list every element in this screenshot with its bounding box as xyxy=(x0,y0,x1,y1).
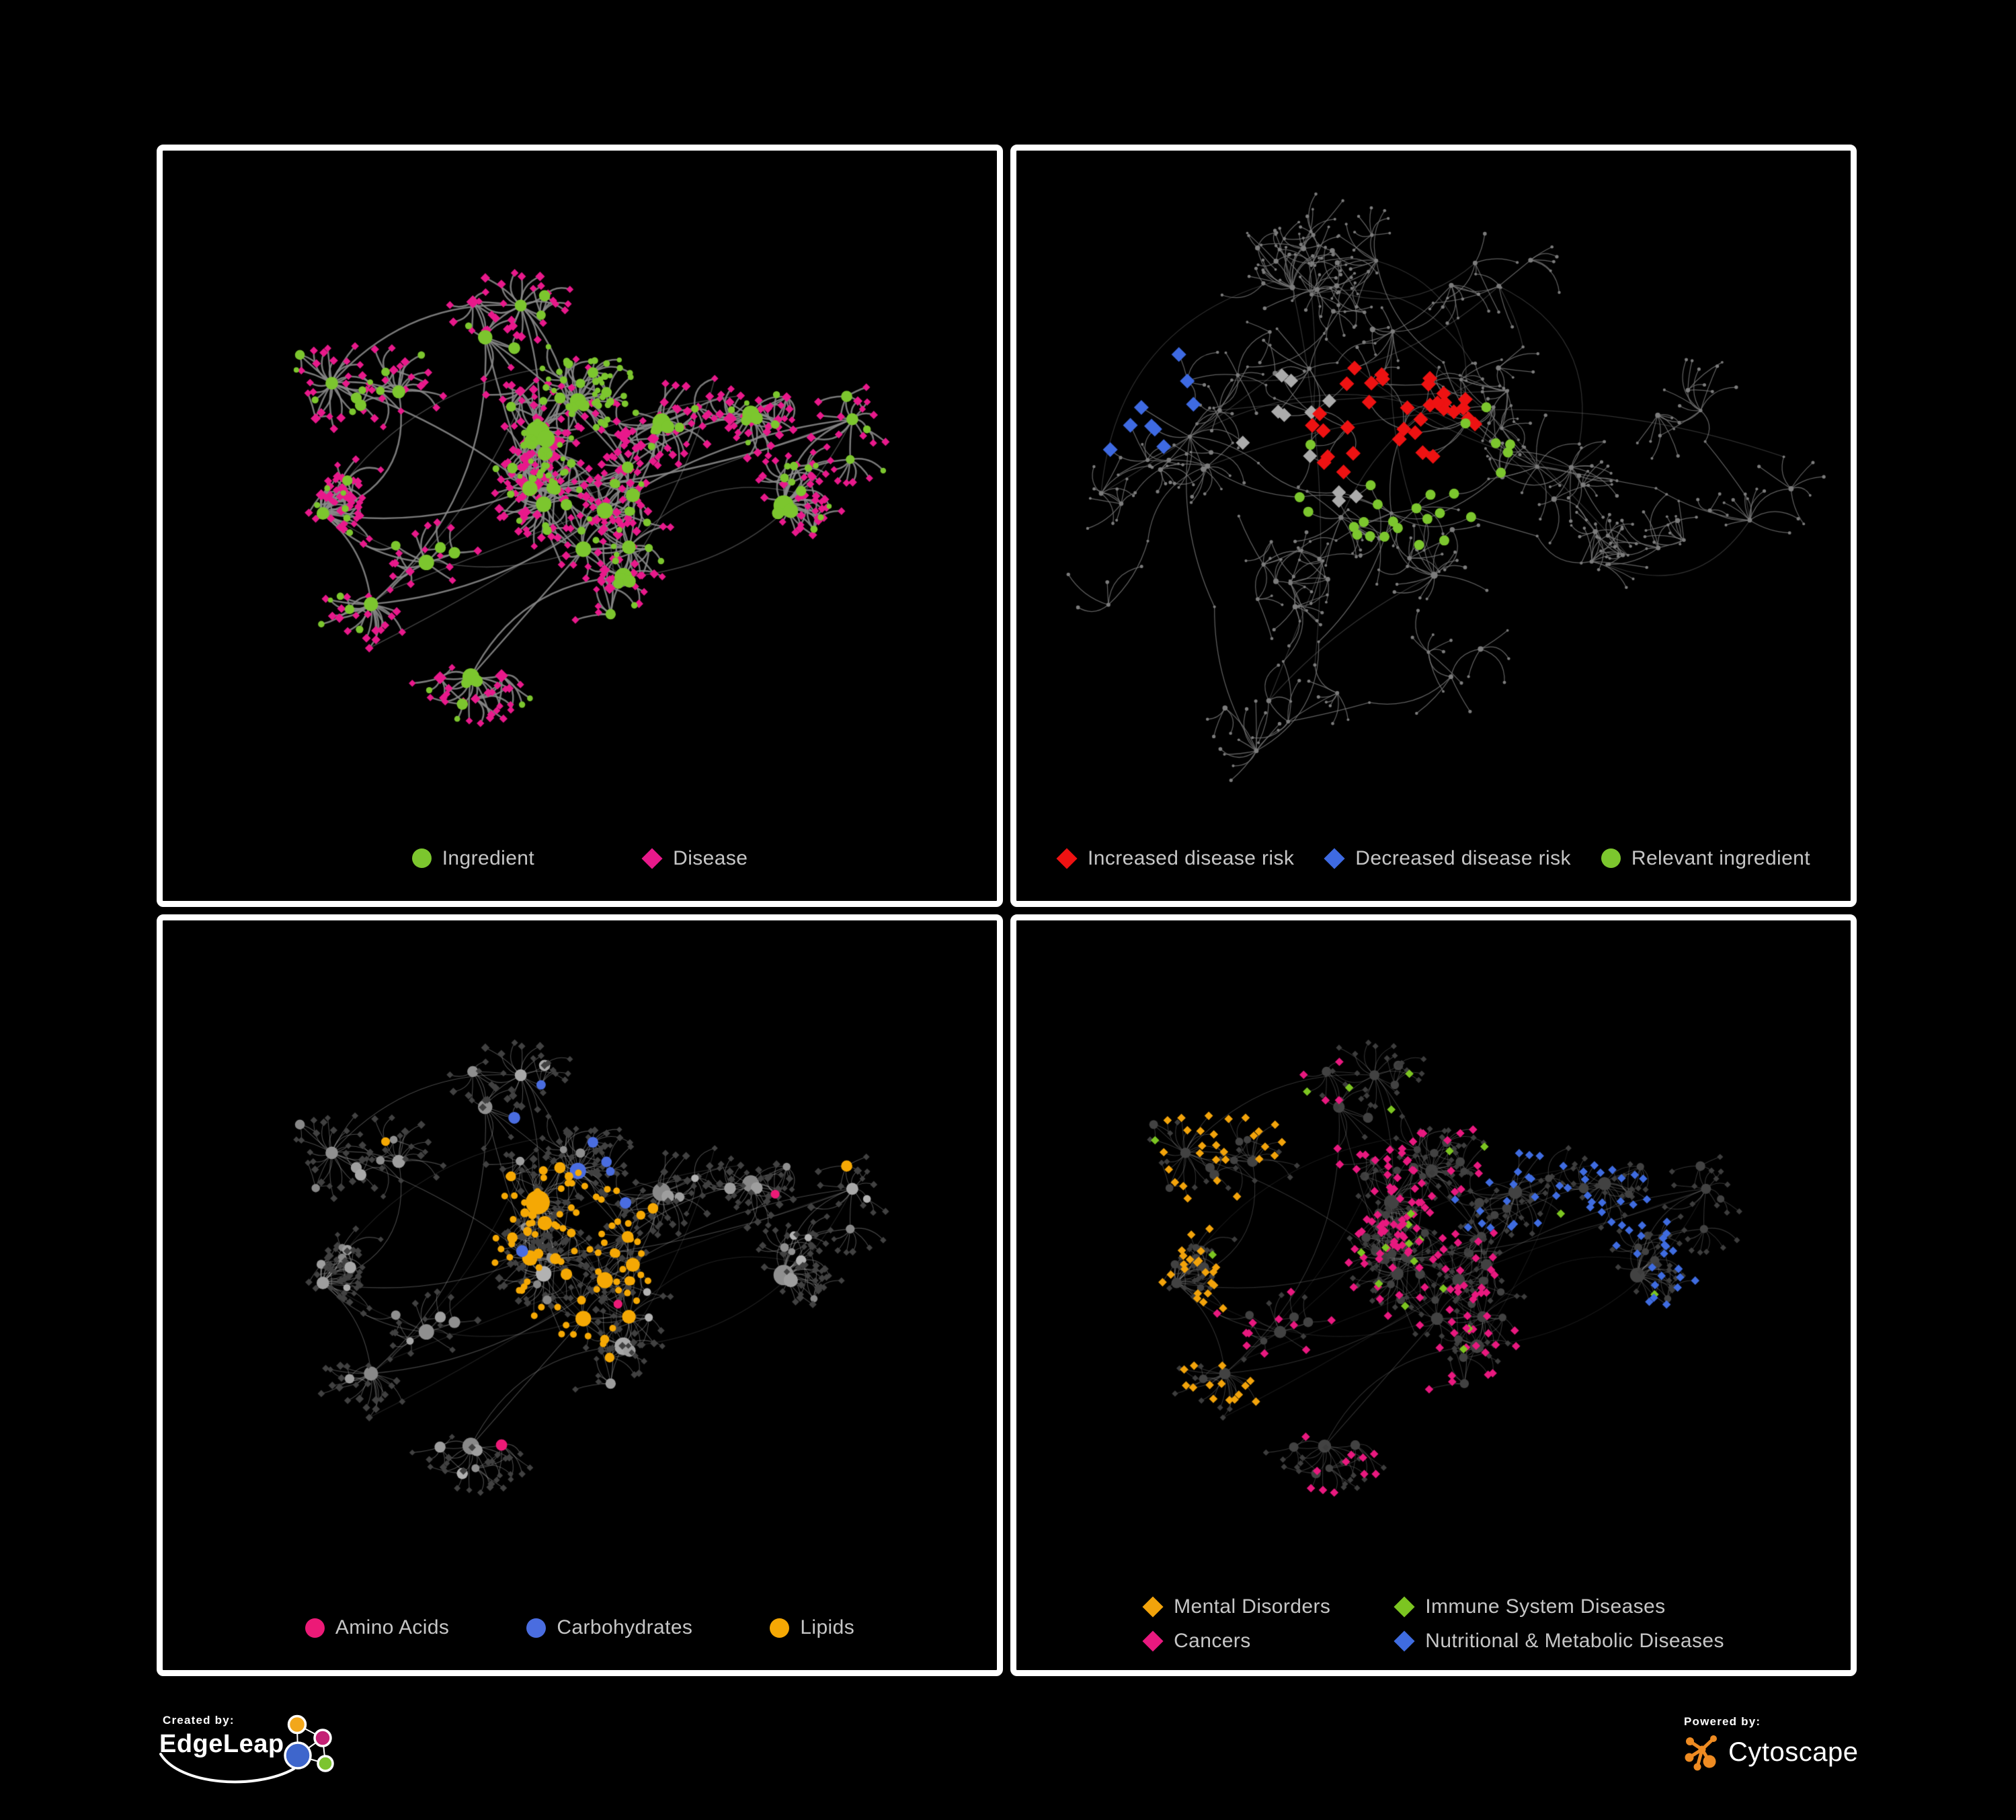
legend-item-disease: Disease xyxy=(641,846,748,870)
legend-label: Mental Disorders xyxy=(1174,1595,1331,1618)
diamond-marker xyxy=(1142,1596,1164,1618)
legend-item-relevant-ingredient: Relevant ingredient xyxy=(1601,847,1810,870)
legend-1: Ingredient Disease xyxy=(163,847,997,870)
diamond-marker xyxy=(1142,1630,1164,1652)
diamond-marker xyxy=(1324,847,1345,869)
edgeleap-node-magenta xyxy=(313,1729,332,1747)
cytoscape-credit: Powered by: Cytoscape xyxy=(1684,1715,1980,1789)
legend-label: Ingredient xyxy=(442,846,535,869)
circle-marker xyxy=(305,1618,325,1638)
circle-marker xyxy=(526,1618,547,1638)
cytoscape-logo xyxy=(1685,1735,1717,1771)
diamond-marker xyxy=(641,847,663,869)
panel-disease-categories: Mental Disorders Immune System Diseases Ca… xyxy=(1010,914,1857,1676)
network-canvas-1 xyxy=(163,151,997,901)
cytoscape-brand: Cytoscape xyxy=(1728,1737,1859,1767)
legend-label: Immune System Diseases xyxy=(1425,1595,1666,1618)
edgeleap-credit: Created by: EdgeLeap xyxy=(159,1714,401,1801)
circle-marker xyxy=(411,848,432,868)
panel-disease-risk: Increased disease risk Decreased disease … xyxy=(1010,145,1857,907)
circle-marker xyxy=(770,1618,790,1638)
panel-nutrient-categories: Amino Acids Carbohydrates Lipids xyxy=(157,914,1003,1676)
legend-4: Mental Disorders Immune System Diseases Ca… xyxy=(1016,1595,1851,1653)
legend-label: Lipids xyxy=(800,1616,855,1638)
network-canvas-4 xyxy=(1016,920,1851,1670)
legend-item-amino-acids: Amino Acids xyxy=(305,1616,449,1639)
edgeleap-logo xyxy=(159,1714,334,1784)
network-canvas-2 xyxy=(1016,151,1851,901)
network-canvas-3 xyxy=(163,920,997,1670)
legend-label: Disease xyxy=(673,846,748,869)
legend-item-nutritional-metabolic-diseases: Nutritional & Metabolic Diseases xyxy=(1394,1630,1724,1653)
diamond-marker xyxy=(1056,847,1078,869)
legend-label: Increased disease risk xyxy=(1088,846,1295,869)
figure-grid: Ingredient Disease Increased disease risk… xyxy=(157,145,1857,1676)
powered-by-label: Powered by: xyxy=(1684,1715,1761,1728)
legend-item-increased-disease-risk: Increased disease risk xyxy=(1056,846,1295,870)
legend-item-carbohydrates: Carbohydrates xyxy=(526,1616,692,1639)
created-by-label: Created by: xyxy=(163,1714,235,1727)
legend-label: Amino Acids xyxy=(335,1616,450,1638)
legend-label: Relevant ingredient xyxy=(1631,846,1810,869)
legend-label: Carbohydrates xyxy=(557,1616,693,1638)
edgeleap-swoosh xyxy=(159,1753,295,1784)
legend-label: Cancers xyxy=(1174,1630,1251,1652)
legend-3: Amino Acids Carbohydrates Lipids xyxy=(163,1616,997,1639)
legend-item-ingredient: Ingredient xyxy=(411,846,535,870)
panel-ingredient-disease: Ingredient Disease xyxy=(157,145,1003,907)
legend-item-cancers: Cancers xyxy=(1142,1630,1251,1653)
legend-item-lipids: Lipids xyxy=(770,1616,854,1639)
edgeleap-node-blue xyxy=(284,1741,312,1770)
legend-item-decreased-disease-risk: Decreased disease risk xyxy=(1324,847,1571,870)
circle-marker xyxy=(1601,848,1621,868)
edgeleap-node-orange xyxy=(287,1714,307,1735)
legend-2: Increased disease risk Decreased disease … xyxy=(1016,847,1851,870)
legend-label: Nutritional & Metabolic Diseases xyxy=(1425,1630,1724,1652)
legend-item-immune-system-diseases: Immune System Diseases xyxy=(1394,1595,1665,1618)
edgeleap-brand: EdgeLeap xyxy=(159,1730,284,1758)
diamond-marker xyxy=(1394,1630,1415,1652)
edgeleap-node-green xyxy=(317,1755,334,1772)
diamond-marker xyxy=(1394,1596,1415,1618)
legend-label: Decreased disease risk xyxy=(1355,846,1571,869)
legend-item-mental-disorders: Mental Disorders xyxy=(1142,1595,1331,1618)
